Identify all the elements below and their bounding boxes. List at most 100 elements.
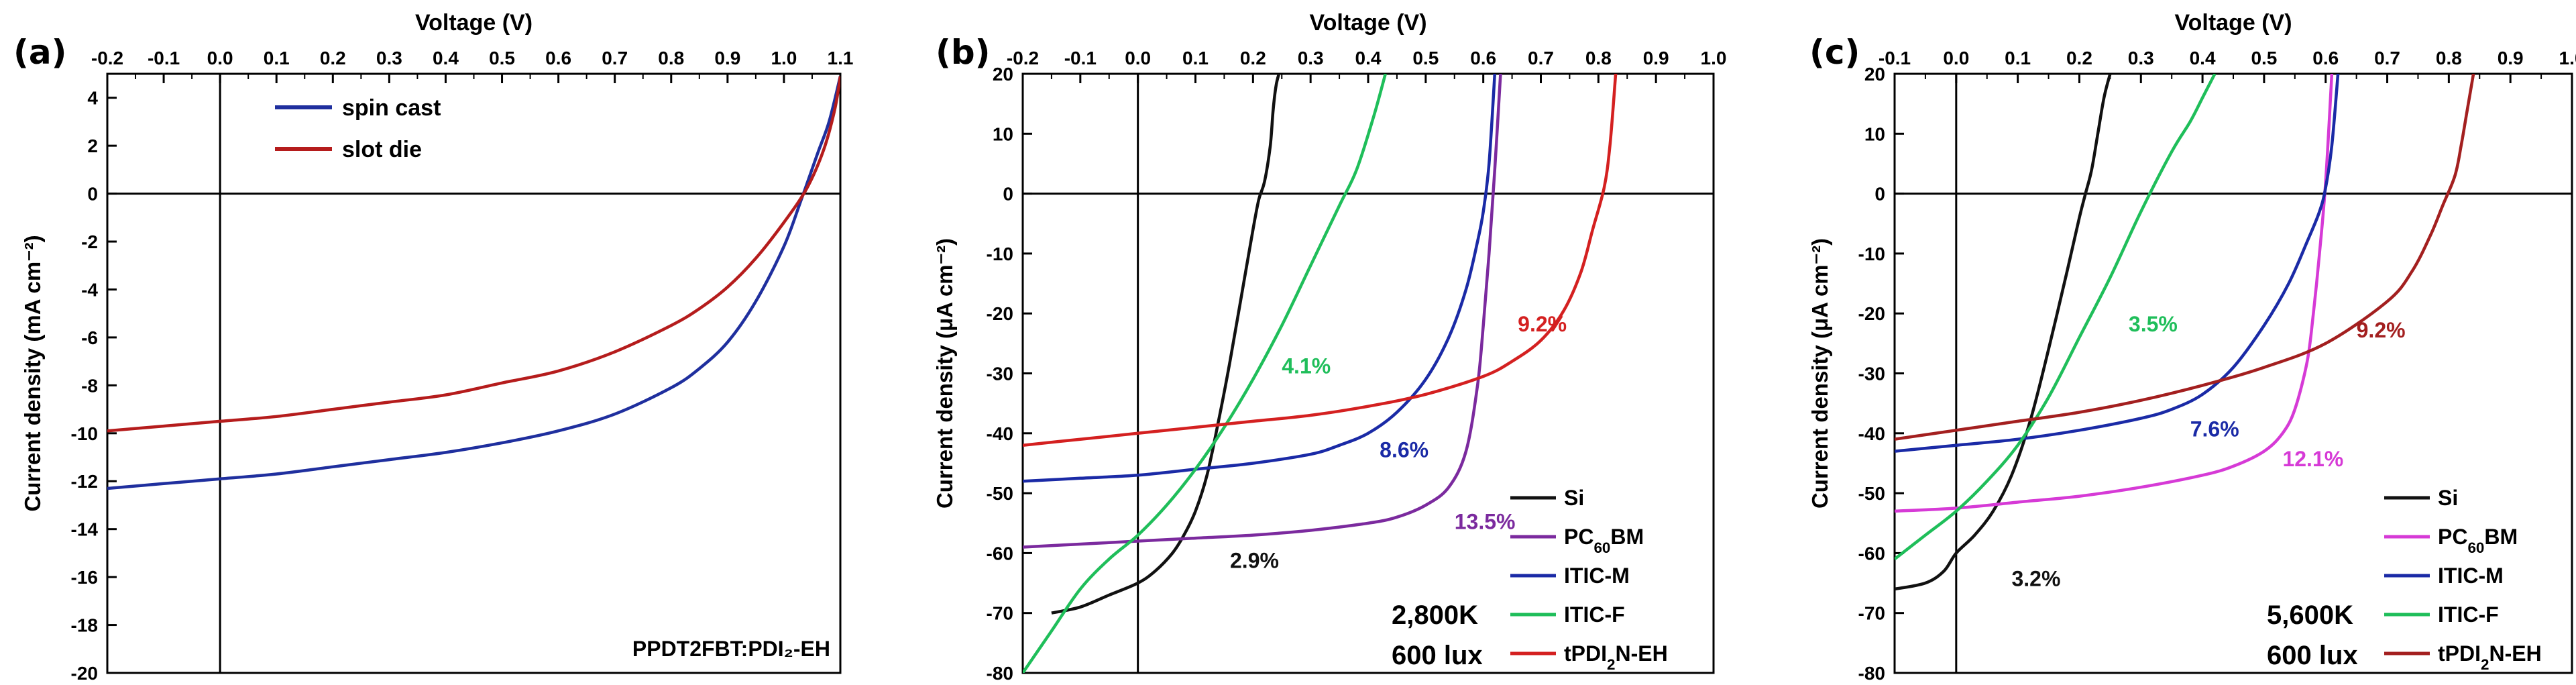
y-tick-label: -4 bbox=[81, 279, 98, 300]
x-tick-label: 0.1 bbox=[2005, 48, 2031, 68]
efficiency-label: 12.1% bbox=[2282, 447, 2343, 471]
condition-label: 600 lux bbox=[2267, 641, 2358, 670]
y-tick-label: -16 bbox=[71, 567, 98, 588]
x-tick-label: 0.9 bbox=[714, 48, 740, 68]
y-tick-label: -40 bbox=[987, 423, 1013, 444]
series-line-pc60bm bbox=[1895, 74, 2334, 513]
x-tick-label: 0.3 bbox=[376, 48, 402, 68]
efficiency-label: 4.1% bbox=[1282, 354, 1331, 378]
x-tick-label: 0.3 bbox=[1298, 48, 1324, 68]
y-tick-label: -20 bbox=[71, 663, 98, 684]
y-tick-label: 0 bbox=[1003, 184, 1013, 205]
y-tick-label: 4 bbox=[87, 88, 98, 109]
x-tick-label: 0.6 bbox=[1470, 48, 1496, 68]
efficiency-label: 7.6% bbox=[2190, 417, 2239, 441]
x-tick-label: -0.1 bbox=[148, 48, 180, 68]
x-tick-label: 0.5 bbox=[2251, 48, 2277, 68]
x-tick-label: 0.0 bbox=[1943, 48, 1969, 68]
y-tick-label: -10 bbox=[1858, 244, 1885, 264]
x-tick-label: -0.1 bbox=[1879, 48, 1911, 68]
efficiency-label: 3.2% bbox=[2011, 567, 2060, 591]
x-tick-label: 1.0 bbox=[1701, 48, 1727, 68]
panel-b: (b) Voltage (V) -0.2 -0.1 0.0 0.1 0.2 0.3 0.4 0.5… bbox=[932, 10, 1726, 684]
panel-letter: (b) bbox=[936, 33, 991, 72]
y-tick-label: 2 bbox=[87, 136, 98, 156]
legend-label: PC60BM bbox=[2438, 525, 2518, 556]
panel-c: (c) Voltage (V) -0.1 0.0 0.1 0.2 0.3 0.4 0.5 0.6 0… bbox=[1807, 10, 2576, 684]
series-line-slot-die bbox=[107, 76, 840, 433]
y-tick-label: -40 bbox=[1858, 423, 1885, 444]
legend-label: Si bbox=[1564, 486, 1584, 510]
y-tick-label: -20 bbox=[987, 303, 1013, 324]
panel-a: (a) Voltage (V) -0.2 -0.1 0.0 0.1 0.2 0.3 0.4 0.5… bbox=[13, 10, 853, 684]
series-line-itic-m bbox=[1023, 74, 1497, 483]
y-tick-label: -20 bbox=[1858, 303, 1885, 324]
series-line-tpdi2n-eh bbox=[1895, 74, 2475, 441]
efficiency-label: 3.5% bbox=[2129, 312, 2178, 336]
y-tick-label: -80 bbox=[987, 663, 1013, 684]
x-tick-label: 0.8 bbox=[2436, 48, 2462, 68]
x-tick-label: -0.1 bbox=[1064, 48, 1097, 68]
legend-label: ITIC-F bbox=[2438, 602, 2499, 627]
x-tick-label: -0.2 bbox=[1007, 48, 1039, 68]
x-tick-label: 1.1 bbox=[828, 48, 854, 68]
x-tick-label: 0.8 bbox=[1585, 48, 1612, 68]
series-line-pc60bm bbox=[1023, 74, 1502, 549]
legend-label: ITIC-F bbox=[1564, 602, 1625, 627]
x-tick-label: 0.2 bbox=[2066, 48, 2092, 68]
x-tick-label: 0.6 bbox=[545, 48, 571, 68]
x-tick-label: 0.4 bbox=[433, 48, 459, 68]
y-tick-label: -30 bbox=[987, 364, 1013, 384]
y-tick-label: -80 bbox=[1858, 663, 1885, 684]
series-line-spin-cast bbox=[107, 76, 840, 490]
x-tick-label: 0.1 bbox=[264, 48, 290, 68]
x-tick-label: 0.7 bbox=[1528, 48, 1554, 68]
legend-label: slot die bbox=[342, 137, 422, 162]
y-tick-label: -60 bbox=[987, 543, 1013, 564]
y-tick-label: 20 bbox=[993, 64, 1013, 85]
efficiency-label: 2.9% bbox=[1230, 549, 1279, 573]
y-tick-label: -14 bbox=[71, 519, 99, 540]
x-tick-label: 0.0 bbox=[207, 48, 233, 68]
y-axis-title: Current density (μA cm⁻²) bbox=[1807, 238, 1832, 509]
y-tick-label: 20 bbox=[1864, 64, 1885, 85]
x-axis-title: Voltage (V) bbox=[1309, 10, 1426, 36]
y-axis-title: Current density (mA cm⁻²) bbox=[20, 235, 45, 511]
x-tick-label: 0.5 bbox=[1412, 48, 1439, 68]
series-line-si bbox=[1895, 74, 2112, 591]
x-tick-label: 0.2 bbox=[1240, 48, 1266, 68]
x-tick-label: 0.1 bbox=[1182, 48, 1209, 68]
y-tick-label: -60 bbox=[1858, 543, 1885, 564]
plot-frame bbox=[106, 72, 842, 674]
y-tick-label: -70 bbox=[987, 603, 1013, 624]
legend-label: spin cast bbox=[342, 95, 441, 121]
y-tick-label: -10 bbox=[987, 244, 1013, 264]
series-line-itic-f bbox=[1023, 74, 1387, 673]
y-tick-label: -70 bbox=[1858, 603, 1885, 624]
y-tick-label: -18 bbox=[71, 615, 98, 636]
x-axis-title: Voltage (V) bbox=[415, 10, 533, 36]
x-tick-label: 0.5 bbox=[489, 48, 515, 68]
x-tick-label: 0.8 bbox=[658, 48, 684, 68]
panel-letter: (c) bbox=[1809, 33, 1860, 72]
y-tick-label: -50 bbox=[1858, 483, 1885, 504]
condition-label: 600 lux bbox=[1392, 641, 1483, 670]
series-line-si bbox=[1051, 74, 1281, 615]
y-tick-label: -2 bbox=[81, 231, 98, 252]
legend-label: PC60BM bbox=[1564, 525, 1644, 556]
y-tick-label: 10 bbox=[993, 123, 1013, 144]
x-tick-label: 0.4 bbox=[2190, 48, 2216, 68]
efficiency-label: 13.5% bbox=[1455, 510, 1516, 534]
legend-label: tPDI2N-EH bbox=[1564, 641, 1668, 673]
legend-label: Si bbox=[2438, 486, 2458, 510]
x-axis-title: Voltage (V) bbox=[2174, 10, 2292, 36]
x-tick-label: 0.9 bbox=[2498, 48, 2524, 68]
efficiency-label: 8.6% bbox=[1380, 438, 1429, 462]
legend-label: tPDI2N-EH bbox=[2438, 641, 2542, 673]
x-tick-label: 1.0 bbox=[771, 48, 797, 68]
x-tick-label: 0.2 bbox=[320, 48, 346, 68]
x-tick-label: 0.9 bbox=[1643, 48, 1669, 68]
y-tick-label: 0 bbox=[87, 184, 98, 205]
y-tick-label: 10 bbox=[1864, 123, 1885, 144]
